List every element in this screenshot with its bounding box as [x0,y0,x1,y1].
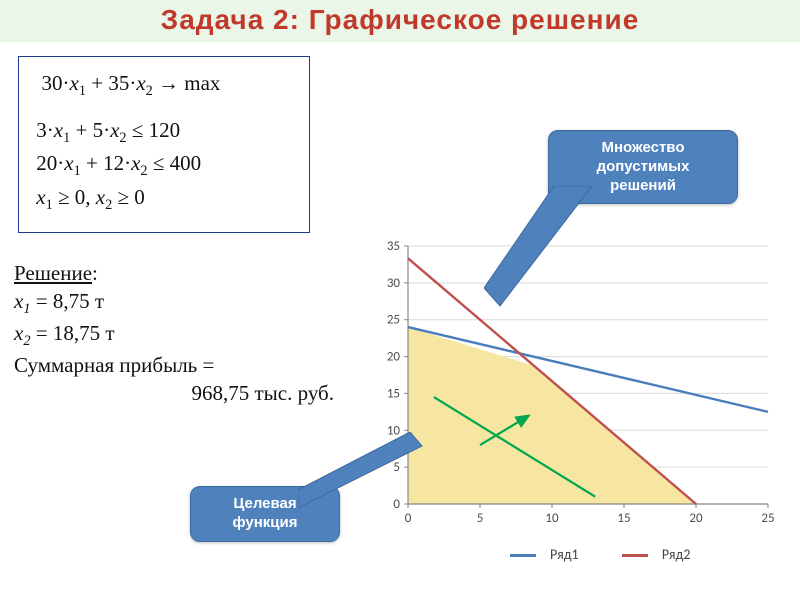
feasible-callout-arrow [484,186,604,316]
legend-swatch-2 [622,554,648,557]
solution-x1: x1 = 8,75 т [14,289,344,318]
svg-text:15: 15 [387,386,400,401]
svg-text:20: 20 [689,511,703,526]
svg-text:35: 35 [387,239,400,254]
legend-label-2: Ряд2 [662,546,691,563]
profit-value: 968,75 тыс. руб. [14,381,344,406]
svg-text:0: 0 [405,511,412,526]
nonneg: x1 ≥ 0, x2 ≥ 0 [31,185,297,214]
solution-block: Решение: x1 = 8,75 т x2 = 18,75 т Суммар… [14,258,344,409]
solution-header: Решение [14,261,92,285]
objective-callout-arrow [298,432,428,512]
profit-label: Суммарная прибыль = [14,353,344,378]
legend-label-1: Ряд1 [550,546,579,563]
feasible-callout: Множество допустимых решений [548,130,738,204]
svg-text:30: 30 [387,276,401,291]
svg-text:25: 25 [761,511,774,526]
chart-legend: Ряд1 Ряд2 [490,546,710,563]
page-title: Задача 2: Графическое решение [0,0,800,42]
objective-row: 30·x1 + 35·x2 → max [31,71,297,100]
constraint-1: 3·x1 + 5·x2 ≤ 120 [31,118,297,147]
solution-x2: x2 = 18,75 т [14,321,344,350]
problem-box: 30·x1 + 35·x2 → max 3·x1 + 5·x2 ≤ 120 20… [18,56,310,233]
constraint-2: 20·x1 + 12·x2 ≤ 400 [31,151,297,180]
svg-text:5: 5 [477,511,484,526]
svg-text:20: 20 [387,350,401,365]
objective-callout: Целевая функция [190,486,340,542]
svg-text:10: 10 [545,511,559,526]
legend-swatch-1 [510,554,536,557]
svg-text:15: 15 [617,511,630,526]
svg-text:25: 25 [387,313,400,328]
